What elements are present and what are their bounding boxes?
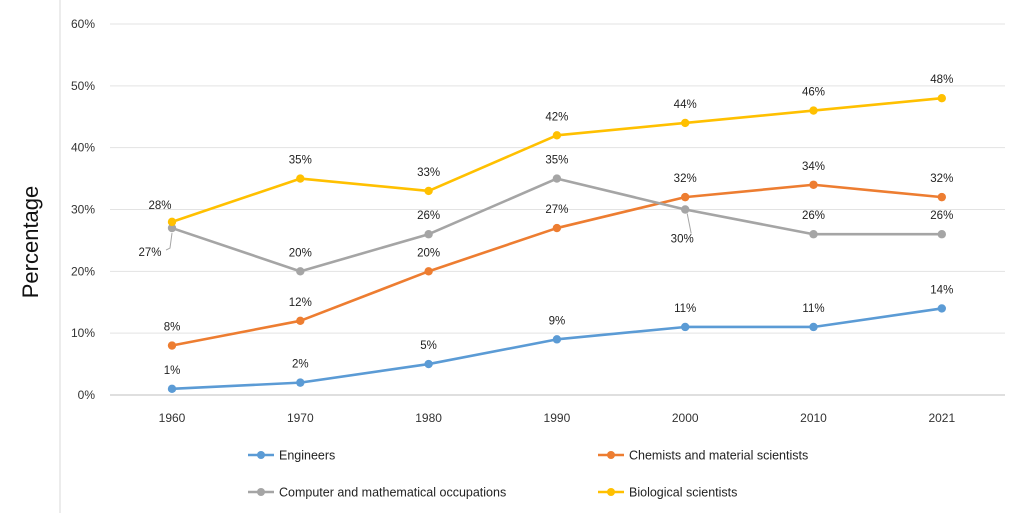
data-point	[681, 205, 690, 214]
y-axis-title: Percentage	[18, 186, 43, 299]
legend-swatch-marker	[607, 488, 615, 496]
data-label: 30%	[671, 234, 694, 246]
data-label: 11%	[674, 303, 696, 315]
data-label: 8%	[164, 322, 181, 334]
y-tick-label: 20%	[71, 264, 95, 278]
data-label: 35%	[289, 155, 312, 167]
data-label: 33%	[417, 167, 440, 179]
x-tick-label: 1960	[159, 411, 186, 425]
data-point	[552, 335, 562, 344]
data-label: 27%	[545, 204, 568, 216]
label-leader-line	[686, 213, 692, 234]
data-label: 26%	[930, 210, 953, 222]
grid-lines	[110, 23, 1005, 396]
y-tick-label: 0%	[78, 388, 96, 402]
data-point	[167, 384, 177, 394]
axis-ticks: 0% 10% 20% 30% 40% 50% 60% 1960 1970 1980 1990 2000…	[71, 17, 956, 425]
data-label: 32%	[674, 173, 697, 185]
data-point	[937, 304, 946, 313]
data-label: 2%	[292, 359, 309, 371]
data-label: 9%	[549, 315, 566, 327]
data-point	[681, 322, 690, 332]
data-label: 20%	[417, 247, 440, 259]
data-point	[809, 322, 818, 332]
data-point	[167, 341, 177, 350]
data-labels: 1% 2% 5% 9% 11% 11% 14% 8% 12% 20% 27% 32% 34% 32% 27%…	[138, 74, 953, 377]
data-label: 48%	[930, 74, 953, 86]
data-label: 28%	[148, 200, 171, 212]
data-label: 11%	[802, 303, 824, 315]
legend: Engineers Chemists and material scientist…	[248, 449, 808, 500]
data-point	[296, 267, 305, 276]
data-label: 5%	[420, 340, 437, 352]
data-label: 14%	[930, 284, 953, 296]
data-point	[424, 186, 433, 196]
data-point	[937, 230, 946, 239]
y-tick-label: 40%	[71, 141, 95, 155]
legend-label: Chemists and material scientists	[629, 449, 808, 463]
data-point	[424, 359, 433, 369]
legend-label: Engineers	[279, 449, 335, 463]
y-tick-label: 60%	[71, 17, 95, 31]
data-point	[937, 94, 946, 103]
data-point	[296, 174, 305, 183]
data-point	[937, 192, 946, 202]
data-label: 26%	[802, 210, 825, 222]
data-point	[809, 230, 818, 239]
y-tick-label: 30%	[71, 203, 95, 217]
data-label: 32%	[930, 173, 953, 185]
data-label: 20%	[289, 247, 312, 259]
data-point	[424, 230, 433, 239]
legend-swatch-marker	[257, 488, 265, 496]
legend-label: Computer and mathematical occupations	[279, 486, 506, 500]
x-tick-label: 2000	[672, 411, 699, 425]
x-tick-label: 2010	[800, 411, 827, 425]
data-point	[552, 174, 562, 183]
x-tick-label: 1990	[544, 411, 571, 425]
data-label: 42%	[545, 111, 568, 123]
data-point	[296, 316, 305, 325]
label-leader-line	[165, 232, 173, 251]
data-point	[809, 106, 818, 115]
legend-label: Biological scientists	[629, 486, 737, 500]
data-label: 12%	[289, 297, 312, 309]
data-label: 27%	[138, 247, 161, 259]
data-label: 46%	[802, 87, 825, 99]
legend-swatch-marker	[257, 451, 265, 459]
data-point	[167, 223, 177, 233]
data-point	[424, 267, 433, 276]
x-tick-label: 2021	[928, 411, 955, 425]
data-label: 26%	[417, 210, 440, 222]
data-label: 34%	[802, 161, 825, 173]
y-tick-label: 10%	[71, 326, 95, 340]
data-point	[552, 223, 562, 233]
data-point	[681, 118, 690, 128]
x-tick-label: 1980	[415, 411, 442, 425]
data-point	[167, 217, 177, 227]
y-tick-label: 50%	[71, 79, 95, 93]
series-layer	[167, 94, 946, 394]
data-point	[681, 192, 690, 202]
data-label: 1%	[164, 365, 181, 377]
data-label: 44%	[674, 99, 697, 111]
legend-swatch-marker	[607, 451, 615, 459]
x-tick-label: 1970	[287, 411, 314, 425]
data-label: 35%	[545, 155, 568, 167]
data-point	[809, 180, 818, 189]
data-point	[296, 378, 305, 387]
data-point	[552, 131, 562, 140]
